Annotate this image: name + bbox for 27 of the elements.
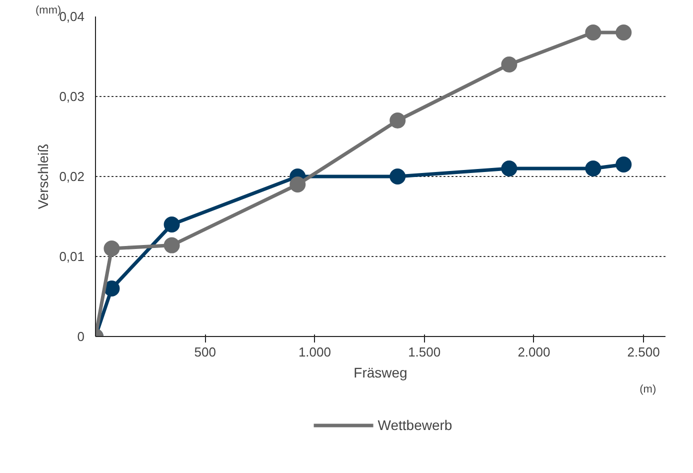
x-axis-title: Fräsweg [354, 364, 408, 380]
point [616, 156, 632, 172]
y-axis-title: Verschleiß [35, 144, 52, 210]
point [164, 237, 180, 254]
x-tick-label: 2.000 [518, 344, 550, 360]
text: (m) [640, 384, 656, 396]
point [585, 160, 602, 176]
point [390, 168, 406, 184]
point [501, 56, 518, 72]
y-tick-label: 0,01 [59, 249, 85, 264]
legend-label: Wettbewerb [378, 417, 452, 433]
x-tick-label: 500 [194, 344, 216, 360]
point [585, 24, 602, 40]
point [104, 280, 120, 296]
y-tick-label: 0,02 [59, 169, 85, 184]
point [616, 24, 632, 40]
x-tick-label: 2.500 [627, 344, 660, 360]
point [104, 240, 120, 256]
x-tick-label: 1.500 [408, 344, 441, 360]
y-tick-label: 0,03 [59, 89, 85, 104]
point [501, 160, 518, 176]
point [290, 176, 306, 192]
y-tick-label: 0 [77, 329, 85, 344]
point [164, 216, 180, 232]
point [390, 112, 406, 128]
y-tick-label: 0,04 [59, 9, 85, 24]
x-tick-label: 1.000 [298, 344, 332, 360]
